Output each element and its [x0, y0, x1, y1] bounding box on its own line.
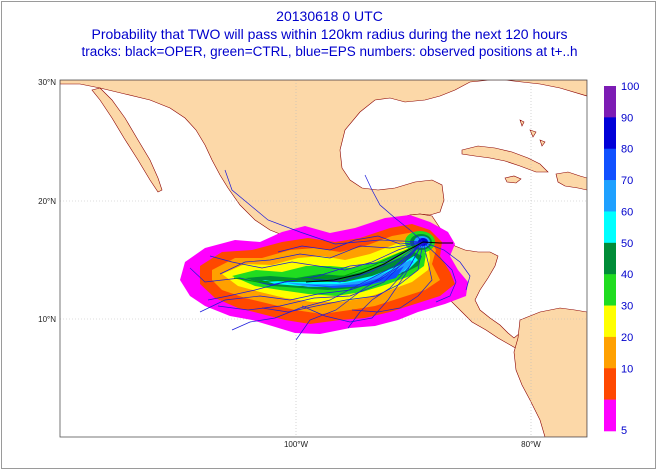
legend-level-label: 60 [621, 206, 633, 218]
legend-swatch [604, 336, 616, 369]
legend-swatch [604, 148, 616, 181]
eps-track [295, 241, 424, 341]
graticule [60, 80, 587, 437]
legend-swatch [604, 368, 616, 400]
probability-subtitle: Probability that TWO will pass within 12… [91, 26, 568, 42]
jamaica-island [504, 175, 522, 184]
legend-swatch [604, 399, 616, 432]
legend-level-label: 80 [621, 144, 633, 156]
south-america-land [513, 307, 587, 437]
ctrl-track-line [233, 241, 424, 283]
map-border [59, 79, 588, 438]
legend-swatch [604, 211, 616, 244]
legend-swatch [604, 242, 616, 275]
lat-labels: 30°N 20°N 10°N [38, 78, 56, 324]
legend-level-label: 90 [621, 112, 633, 124]
eps-track [277, 235, 424, 253]
bahamas-islands [519, 119, 546, 147]
legend-level-label: 100 [621, 81, 639, 93]
eps-track [231, 241, 424, 331]
north-america-land [60, 80, 587, 245]
legend-level-label: 5 [621, 425, 627, 437]
probability-field [180, 215, 468, 334]
legend-swatch [604, 117, 616, 150]
tracks-legend-text: tracks: black=OPER, green=CTRL, blue=EPS… [81, 44, 578, 59]
eps-track [219, 241, 424, 275]
baja-california [91, 87, 163, 193]
lat-label-10n: 10°N [38, 315, 56, 324]
eps-track [261, 241, 424, 313]
legend-swatch [604, 180, 616, 212]
legend-level-label: 50 [621, 238, 633, 250]
legend-swatch [604, 305, 616, 338]
probability-legend: 100 90 80 70 60 50 40 30 20 10 5 [604, 81, 639, 437]
lon-label-80w: 80°W [521, 440, 541, 449]
eps-track [189, 241, 424, 286]
eps-track [364, 174, 424, 243]
date-title: 20130618 0 UTC [276, 8, 383, 24]
ctrl-track [233, 241, 424, 283]
hispaniola-island [555, 171, 587, 191]
legend-level-label: 30 [621, 301, 633, 313]
eps-track [347, 241, 424, 329]
eps-track [224, 169, 424, 245]
eps-tracks [189, 169, 471, 341]
eps-track [422, 241, 457, 303]
eps-track [351, 241, 433, 313]
eps-track [301, 241, 424, 323]
oper-track-line [305, 241, 453, 283]
legend-level-label: 20 [621, 332, 633, 344]
eps-track [422, 241, 471, 291]
legend-level-label: 40 [621, 269, 633, 281]
eps-track [217, 241, 424, 311]
cuba-island [461, 145, 549, 173]
prob-80pct [300, 266, 404, 288]
eps-track [199, 241, 424, 313]
eps-track [209, 241, 424, 271]
lon-label-100w: 100°W [284, 440, 309, 449]
prob-70pct [282, 260, 414, 287]
map-panel [59, 79, 588, 438]
legend-level-label: 70 [621, 175, 633, 187]
legend-swatch [604, 274, 616, 306]
lat-label-30n: 30°N [38, 78, 56, 87]
legend-swatch [604, 86, 616, 118]
oper-track [305, 241, 453, 283]
lat-label-20n: 20°N [38, 197, 56, 206]
lon-labels: 100°W 80°W [284, 440, 541, 449]
legend-level-label: 10 [621, 363, 633, 375]
